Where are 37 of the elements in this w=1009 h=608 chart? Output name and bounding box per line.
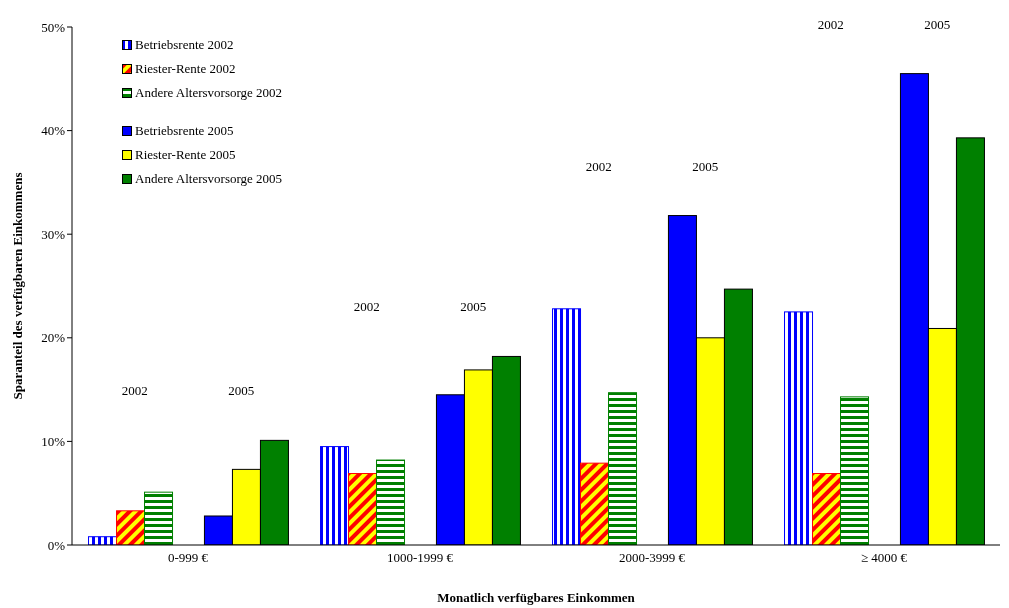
x-axis-title: Monatlich verfügbares Einkommen [437, 590, 636, 605]
bar [812, 473, 842, 545]
annotation: 2005 [692, 158, 719, 174]
y-tick-label: 0% [47, 537, 66, 553]
y-axis-title: Sparanteil des verfügbaren Einkommens [10, 172, 25, 400]
legend-label: Riester-Rente 2002 [135, 60, 236, 78]
annotation: 2005 [924, 16, 951, 32]
y-tick-label: 50% [41, 19, 66, 35]
y-tick-label: 20% [41, 330, 66, 346]
bar [608, 392, 638, 545]
y-tick-label: 40% [41, 123, 66, 139]
bar [784, 311, 814, 545]
bar [552, 308, 582, 545]
legend-label: Riester-Rente 2005 [135, 146, 236, 164]
bar [840, 396, 870, 545]
x-tick-label: ≥ 4000 € [860, 550, 908, 566]
annotation: 2005 [228, 383, 255, 399]
bar [144, 491, 174, 545]
annotation: 2002 [817, 16, 844, 32]
y-tick-label: 10% [41, 434, 66, 450]
bar [116, 510, 146, 545]
bar [580, 462, 610, 545]
x-tick-label: 0-999 € [167, 550, 209, 566]
annotation: 2002 [585, 158, 612, 174]
legend-label: Betriebsrente 2005 [135, 122, 234, 140]
y-tick-label: 30% [41, 226, 66, 242]
legend-label: Andere Altersvorsorge 2002 [135, 84, 283, 102]
annotation: 2002 [353, 299, 380, 315]
annotation: 2005 [460, 299, 487, 315]
legend-label: Betriebsrente 2002 [135, 36, 234, 54]
bar [320, 446, 350, 545]
bar [376, 459, 406, 545]
bar [348, 473, 378, 545]
legend-label: Andere Altersvorsorge 2005 [135, 170, 283, 188]
x-tick-label: 2000-3999 € [618, 550, 686, 566]
annotation: 2002 [121, 383, 148, 399]
x-tick-label: 1000-1999 € [386, 550, 454, 566]
